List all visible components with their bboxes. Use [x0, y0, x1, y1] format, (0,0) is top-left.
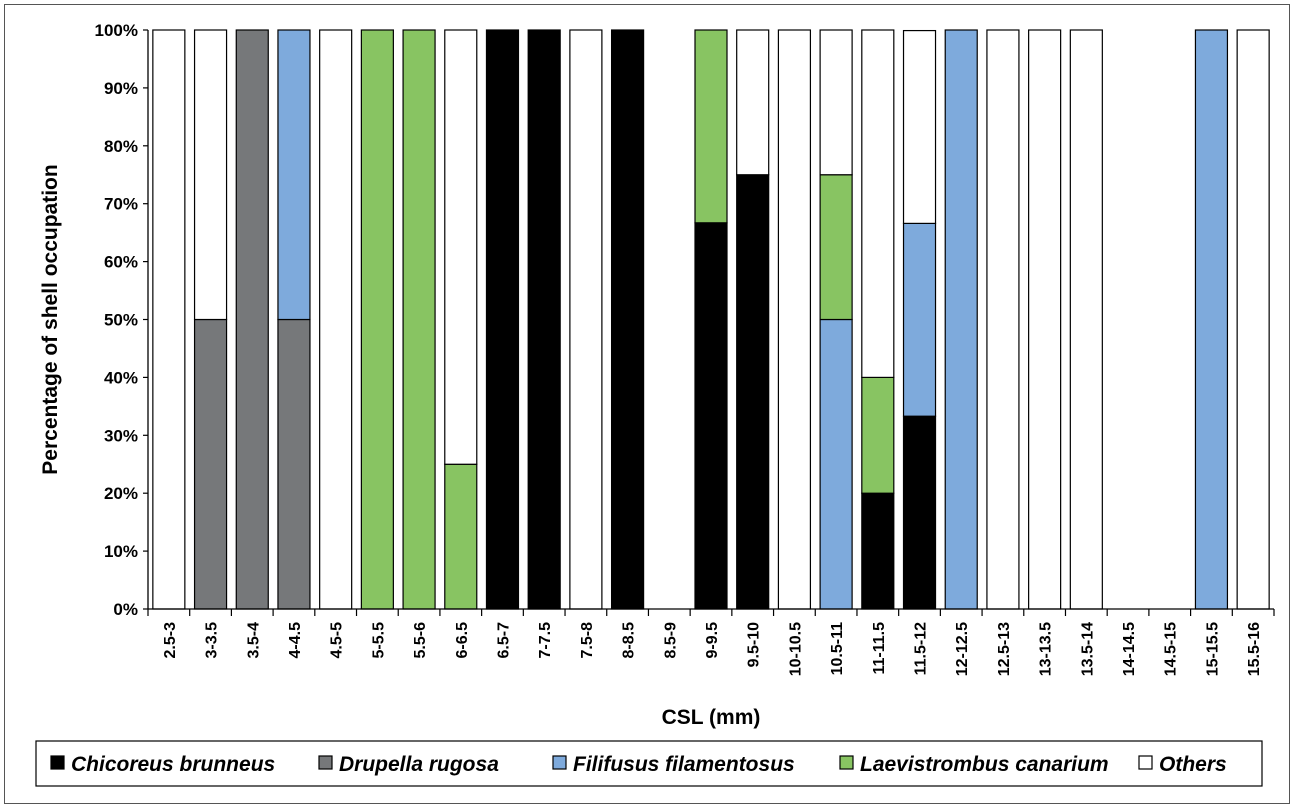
bar-segment [902, 415, 937, 610]
x-tick-label: 4.5-5 [329, 622, 346, 659]
y-axis-title: Percentage of shell occupation [39, 164, 62, 474]
legend-swatch [50, 755, 65, 770]
bar-segment [569, 29, 603, 610]
bar-segment [694, 29, 728, 224]
legend-label: Drupella rugosa [339, 753, 499, 776]
y-tick-label: 80% [104, 137, 138, 156]
bar-segment [444, 29, 478, 465]
bar-segment [444, 463, 478, 610]
x-tick-label: 5.5-6 [412, 622, 429, 659]
x-axis-title: CSL (mm) [662, 706, 761, 729]
bar-segment [819, 174, 853, 321]
legend-swatch [318, 755, 333, 770]
bar-segment [277, 318, 311, 610]
x-tick-label: 13.5-14 [1079, 622, 1096, 676]
bar-segment [193, 318, 228, 610]
x-tick-label: 3-3.5 [204, 622, 221, 659]
bars-layer [152, 29, 1270, 610]
bar-segment [944, 29, 978, 610]
legend-swatch [1138, 755, 1153, 770]
legend-label: Filifusus filamentosus [573, 753, 795, 776]
bar-segment [1194, 29, 1229, 610]
x-tick-label: 14.5-15 [1163, 622, 1180, 676]
bar-segment [1069, 29, 1103, 610]
bar-segment [1236, 29, 1270, 610]
bar-segment [777, 29, 812, 610]
bar-segment [1028, 29, 1062, 610]
bar-segment [736, 29, 770, 176]
x-tick-label: 2.5-3 [162, 622, 179, 659]
x-tick-label: 7.5-8 [579, 622, 596, 659]
x-tick-label: 13-13.5 [1038, 622, 1055, 676]
x-tick-label: 3.5-4 [245, 622, 262, 659]
bar-segment [527, 29, 561, 610]
x-tick-label: 6-6.5 [454, 622, 471, 659]
x-tick-label: 7-7.5 [537, 622, 554, 659]
axes-layer [143, 29, 1275, 616]
bar-segment [902, 222, 937, 417]
bar-segment [360, 29, 394, 610]
x-tick-label: 9-9.5 [704, 622, 721, 659]
y-tick-labels: 0% 10% 20% 30% 40% 50% 60% 70% 80% 90% 100% [95, 21, 138, 619]
legend-swatch [839, 755, 854, 770]
y-tick-label: 20% [104, 484, 138, 503]
legend-label: Others [1159, 753, 1227, 776]
x-tick-label: 10-10.5 [787, 622, 804, 676]
x-tick-label: 5-5.5 [370, 622, 387, 659]
x-tick-label: 4-4.5 [287, 622, 304, 659]
x-tick-label: 12.5-13 [996, 622, 1013, 676]
x-tick-label: 11-11.5 [871, 622, 888, 675]
bar-segment [235, 29, 269, 610]
y-tick-label: 90% [104, 79, 138, 98]
bar-segment [819, 318, 853, 610]
bar-segment [402, 29, 436, 610]
x-tick-label: 9.5-10 [746, 622, 763, 667]
bar-segment [861, 376, 895, 494]
bar-segment [902, 29, 937, 224]
legend-swatch [552, 755, 567, 770]
bar-segment [277, 29, 311, 321]
bar-segment [319, 29, 353, 610]
bar-segment [819, 29, 853, 176]
y-tick-label: 40% [104, 368, 138, 387]
y-tick-label: 30% [104, 426, 138, 445]
bar-segment [861, 492, 895, 610]
x-tick-label: 10.5-11 [829, 622, 846, 675]
bar-segment [485, 29, 520, 610]
legend: Chicoreus brunneus Drupella rugosa Filifus… [35, 740, 1263, 787]
legend-box [35, 740, 1263, 787]
y-tick-label: 10% [104, 542, 138, 561]
x-tick-label: 8.5-9 [662, 622, 679, 659]
y-tick-label: 50% [104, 311, 138, 330]
legend-label: Laevistrombus canarium [860, 753, 1109, 776]
x-tick-label: 15-15.5 [1204, 622, 1221, 676]
y-tick-label: 60% [104, 253, 138, 272]
legend-label: Chicoreus brunneus [71, 753, 275, 776]
bar-segment [694, 222, 728, 610]
y-tick-label: 100% [95, 21, 138, 40]
x-tick-label: 12-12.5 [954, 622, 971, 676]
x-tick-label: 6.5-7 [495, 622, 512, 659]
bar-segment [736, 174, 770, 610]
y-tick-label: 70% [104, 195, 138, 214]
x-tick-label: 15.5-16 [1246, 622, 1263, 676]
bar-segment [610, 29, 645, 610]
x-tick-label: 14-14.5 [1121, 622, 1138, 676]
bar-segment [152, 29, 186, 610]
bar-segment [861, 29, 895, 378]
bar-segment [986, 29, 1020, 610]
x-tick-label: 11.5-12 [913, 622, 930, 675]
x-tick-label: 8-8.5 [621, 622, 638, 659]
bar-segment [193, 29, 228, 321]
y-tick-label: 0% [113, 600, 138, 619]
x-tick-labels: 2.5-3 3-3.5 3.5-4 4-4.5 4.5-5 5-5.5 5.5-6 6-6.5… [162, 622, 1263, 676]
